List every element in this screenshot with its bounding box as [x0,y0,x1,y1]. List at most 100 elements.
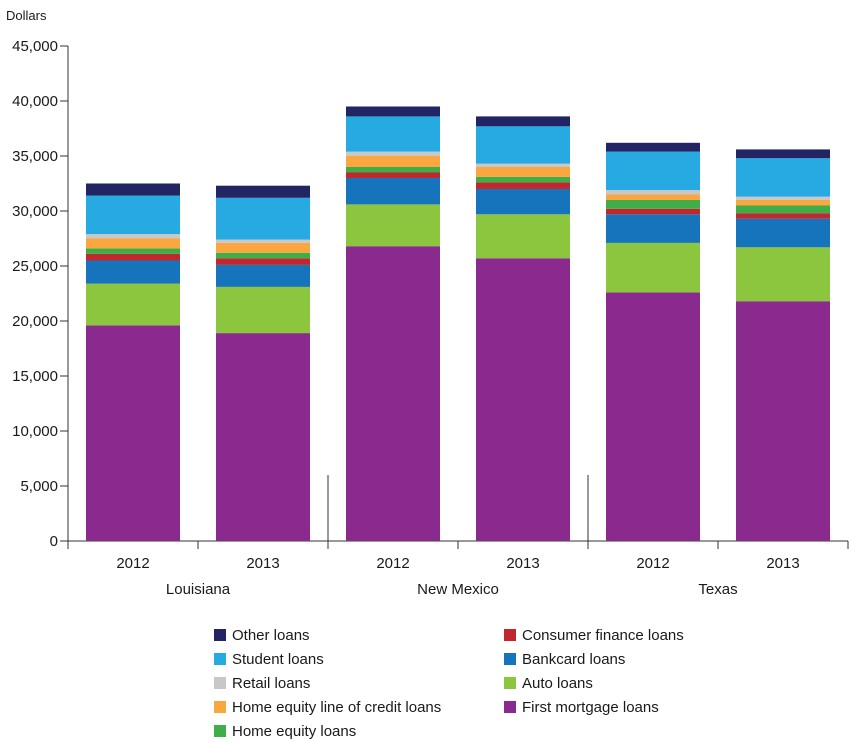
bar-segment-bankcard-loans [346,178,440,205]
y-tick-label: 45,000 [12,38,58,55]
y-tick-label: 10,000 [12,423,58,440]
bar-segment-auto-loans [736,247,830,302]
bar-segment-other-loans [606,142,700,152]
legend-label: Consumer finance loans [522,626,684,644]
bar-segment-bankcard-loans [216,264,310,287]
bar-segment-auto-loans [476,214,570,259]
bar-segment-first-mortgage-loans [606,292,700,541]
x-tick-label: 2013 [506,555,539,572]
y-tick-label: 5,000 [20,478,58,495]
bar-segment-bankcard-loans [476,189,570,215]
bar-segment-student-loans [346,116,440,152]
x-tick-label: 2012 [116,555,149,572]
bar-segment-other-loans [86,183,180,196]
legend-item: First mortgage loans [504,696,659,718]
legend-item: Retail loans [214,672,310,694]
bar-segment-home-equity-line-of-credit-loans [476,167,570,177]
bar-segment-other-loans [736,149,830,159]
bar-segment-retail-loans [86,234,180,239]
legend-label: Student loans [232,650,324,668]
bar-segment-auto-loans [346,204,440,247]
legend-swatch [214,629,226,641]
bar-segment-first-mortgage-loans [346,246,440,541]
group-label: Louisiana [166,581,231,598]
bar-segment-home-equity-line-of-credit-loans [736,200,830,206]
group-label: Texas [698,581,737,598]
legend-item: Home equity loans [214,720,356,742]
legend-swatch [504,629,516,641]
legend-swatch [214,677,226,689]
bar-segment-home-equity-loans [736,205,830,214]
bar-segment-home-equity-loans [606,200,700,209]
bar-segment-retail-loans [736,196,830,200]
stacked-bar-chart: 0 5,000 10,000 15,000 20,000 25,000 30,000 35,0… [6,8,849,598]
legend-item: Home equity line of credit loans [214,696,441,718]
bar-segment-home-equity-loans [86,248,180,254]
legend-item: Other loans [214,624,310,646]
bar-segment-first-mortgage-loans [216,333,310,541]
bar-segment-consumer-finance-loans [86,253,180,261]
group-label: New Mexico [417,581,499,598]
legend-swatch [504,653,516,665]
y-tick-label: 30,000 [12,203,58,220]
bar-segment-other-loans [346,106,440,117]
y-axis-title: Dollars [6,8,47,23]
legend-label: First mortgage loans [522,698,659,716]
legend-swatch [214,653,226,665]
y-tick-label: 20,000 [12,313,58,330]
legend-swatch [504,701,516,713]
y-tick-label: 35,000 [12,148,58,165]
bar-segment-consumer-finance-loans [216,258,310,265]
bar-segment-first-mortgage-loans [736,301,830,541]
bar-segment-student-loans [476,126,570,164]
legend-swatch [214,701,226,713]
y-tick-label: 25,000 [12,258,58,275]
bar-segment-retail-loans [346,151,440,156]
axes [60,45,849,549]
legend-label: Retail loans [232,674,311,692]
bar-segment-other-loans [216,185,310,198]
bar-segment-bankcard-loans [86,260,180,284]
legend-label: Other loans [232,626,310,644]
bar-segment-other-loans [476,116,570,127]
legend-label: Home equity loans [232,722,357,740]
legend-item: Student loans [214,648,324,670]
bars [86,106,830,541]
bar-segment-student-loans [86,195,180,235]
x-tick-label: 2013 [766,555,799,572]
bar-segment-home-equity-line-of-credit-loans [606,194,700,200]
y-tick-label: 40,000 [12,93,58,110]
bar-segment-consumer-finance-loans [346,172,440,178]
axis-labels: 0 5,000 10,000 15,000 20,000 25,000 30,000 35,0… [6,8,800,598]
legend-swatch [214,725,226,737]
bar-segment-first-mortgage-loans [86,325,180,541]
bar-segment-home-equity-loans [476,176,570,183]
bar-segment-consumer-finance-loans [736,213,830,219]
x-tick-label: 2012 [636,555,669,572]
bar-segment-retail-loans [476,163,570,167]
x-tick-label: 2013 [246,555,279,572]
legend-swatch [504,677,516,689]
legend-label: Bankcard loans [522,650,626,668]
legend-label: Auto loans [522,674,593,692]
bar-segment-consumer-finance-loans [606,208,700,215]
bar-segment-student-loans [216,197,310,240]
bar-segment-student-loans [606,151,700,191]
y-tick-label: 0 [50,533,58,550]
legend-item: Auto loans [504,672,593,694]
bar-segment-retail-loans [606,190,700,195]
bar-segment-student-loans [736,158,830,197]
bar-segment-consumer-finance-loans [476,182,570,189]
bar-segment-auto-loans [216,286,310,334]
bar-segment-home-equity-line-of-credit-loans [86,238,180,249]
bar-segment-home-equity-loans [216,252,310,259]
bar-segment-bankcard-loans [606,214,700,243]
bar-segment-auto-loans [606,242,700,293]
y-tick-label: 15,000 [12,368,58,385]
bar-segment-first-mortgage-loans [476,258,570,541]
legend-label: Home equity line of credit loans [232,698,442,716]
legend: Other loans Consumer finance loans Student… [214,624,734,740]
bar-segment-auto-loans [86,283,180,326]
bar-segment-bankcard-loans [736,218,830,248]
bar-segment-home-equity-line-of-credit-loans [346,156,440,167]
